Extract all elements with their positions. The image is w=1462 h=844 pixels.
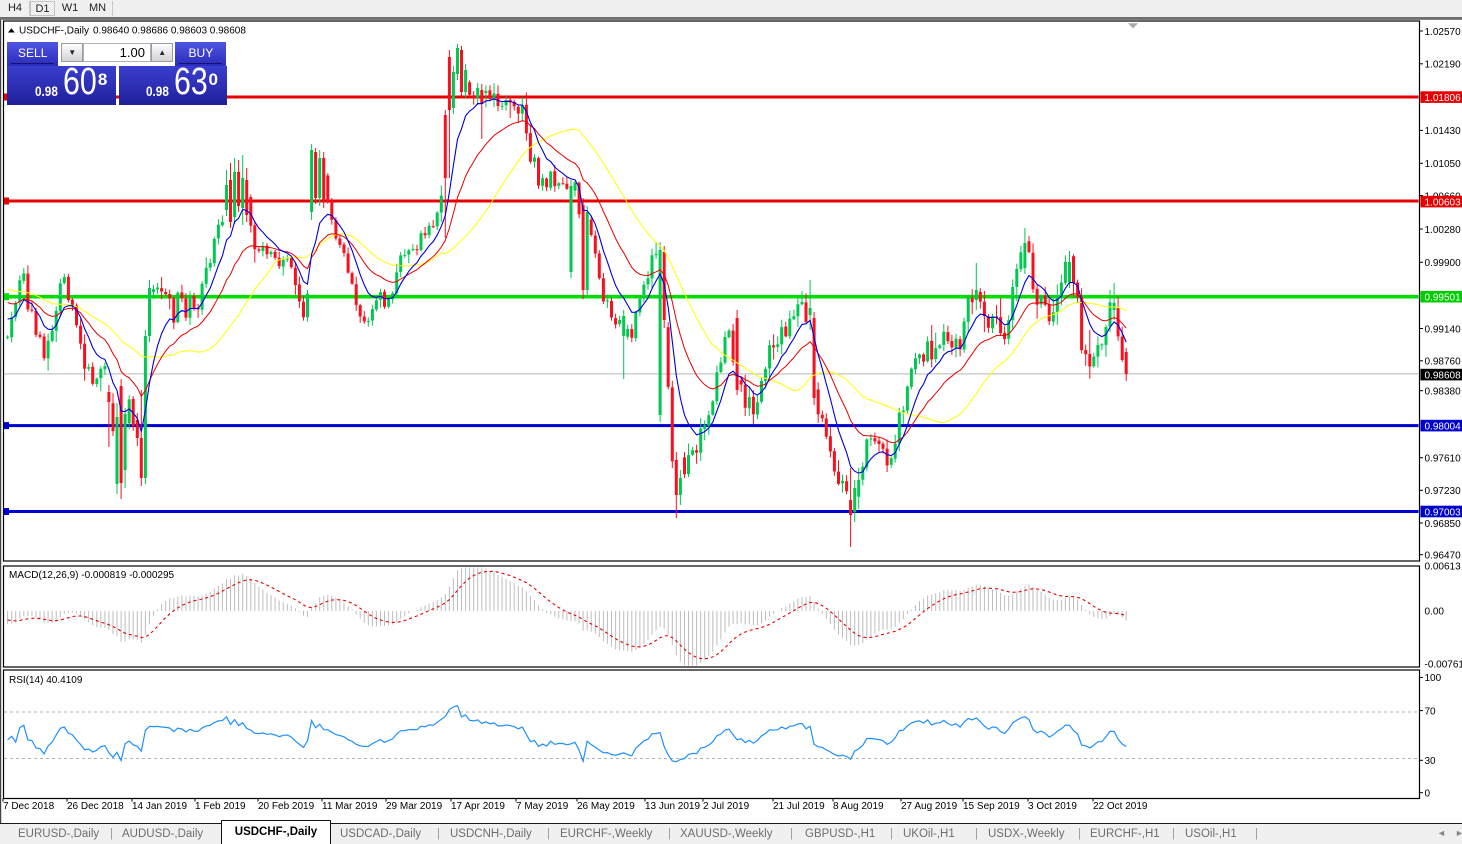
svg-text:1.02190: 1.02190 (1425, 60, 1462, 71)
svg-text:7 Dec 2018: 7 Dec 2018 (3, 801, 55, 812)
svg-text:1.00280: 1.00280 (1425, 225, 1462, 236)
svg-text:100: 100 (1425, 673, 1442, 684)
svg-text:1.00603: 1.00603 (1425, 198, 1462, 209)
svg-text:15 Sep 2019: 15 Sep 2019 (963, 801, 1020, 812)
svg-text:0.00613: 0.00613 (1425, 562, 1462, 573)
svg-text:21 Jul 2019: 21 Jul 2019 (773, 801, 825, 812)
svg-text:0.97003: 0.97003 (1425, 508, 1462, 519)
svg-text:17 Apr 2019: 17 Apr 2019 (451, 801, 505, 812)
svg-text:1.01806: 1.01806 (1425, 93, 1462, 104)
svg-text:26 May 2019: 26 May 2019 (577, 801, 635, 812)
svg-text:0: 0 (1425, 789, 1431, 800)
svg-text:0.99501: 0.99501 (1425, 293, 1462, 304)
svg-text:0.97230: 0.97230 (1425, 486, 1462, 497)
svg-text:0.98004: 0.98004 (1425, 422, 1462, 433)
svg-text:0.00: 0.00 (1425, 607, 1445, 618)
svg-text:RSI(14) 40.4109: RSI(14) 40.4109 (9, 675, 83, 686)
svg-text:14 Jan 2019: 14 Jan 2019 (132, 801, 187, 812)
svg-text:70: 70 (1425, 706, 1437, 717)
svg-text:11 Mar 2019: 11 Mar 2019 (322, 801, 378, 812)
svg-text:0.98608: 0.98608 (1425, 371, 1462, 382)
svg-text:1 Feb 2019: 1 Feb 2019 (195, 801, 246, 812)
svg-text:0.99140: 0.99140 (1425, 324, 1462, 335)
svg-text:0.98640 0.98686 0.98603 0.9860: 0.98640 0.98686 0.98603 0.98608 (93, 26, 246, 37)
svg-text:2 Jul 2019: 2 Jul 2019 (703, 801, 750, 812)
svg-text:8 Aug 2019: 8 Aug 2019 (833, 801, 884, 812)
svg-text:0.98380: 0.98380 (1425, 387, 1462, 398)
svg-text:20 Feb 2019: 20 Feb 2019 (258, 801, 315, 812)
svg-text:-0.007612: -0.007612 (1425, 660, 1462, 671)
svg-text:0.99900: 0.99900 (1425, 258, 1462, 269)
svg-text:13 Jun 2019: 13 Jun 2019 (645, 801, 700, 812)
svg-text:USDCHF-,Daily: USDCHF-,Daily (19, 26, 89, 37)
svg-text:MACD(12,26,9) -0.000819 -0.000: MACD(12,26,9) -0.000819 -0.000295 (9, 570, 175, 581)
svg-text:26 Dec 2018: 26 Dec 2018 (67, 801, 124, 812)
svg-text:7 May 2019: 7 May 2019 (516, 801, 569, 812)
svg-text:22 Oct 2019: 22 Oct 2019 (1093, 801, 1148, 812)
svg-text:0.96850: 0.96850 (1425, 519, 1462, 530)
svg-text:27 Aug 2019: 27 Aug 2019 (901, 801, 958, 812)
svg-text:1.01050: 1.01050 (1425, 159, 1462, 170)
svg-text:3 Oct 2019: 3 Oct 2019 (1028, 801, 1077, 812)
svg-text:1.02570: 1.02570 (1425, 27, 1462, 38)
svg-text:1.01430: 1.01430 (1425, 126, 1462, 137)
svg-text:0.98760: 0.98760 (1425, 357, 1462, 368)
svg-text:0.96470: 0.96470 (1425, 551, 1462, 562)
svg-text:29 Mar 2019: 29 Mar 2019 (386, 801, 443, 812)
svg-text:30: 30 (1425, 756, 1437, 767)
svg-text:0.97610: 0.97610 (1425, 454, 1462, 465)
